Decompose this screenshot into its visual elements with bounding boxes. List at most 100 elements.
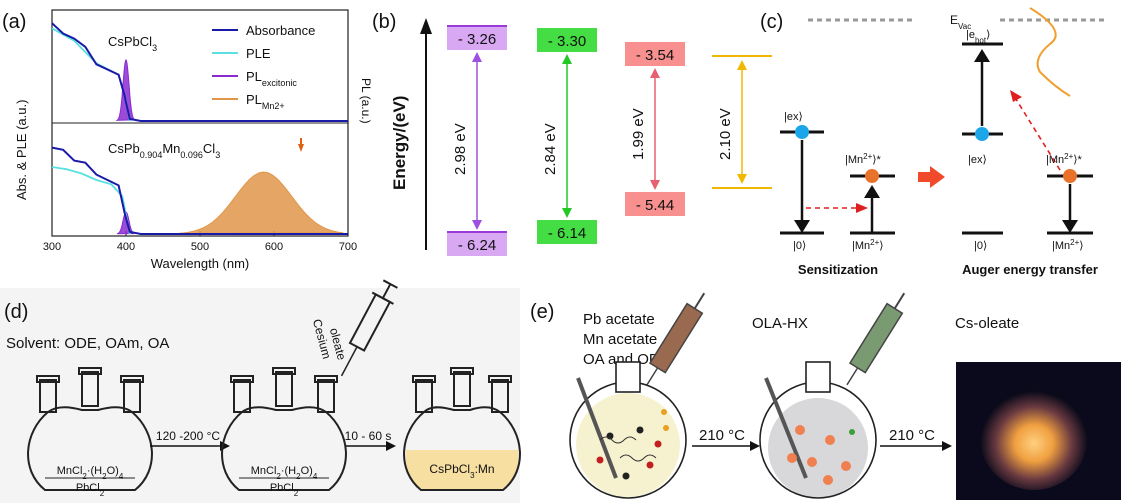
- particles-e1: [596, 409, 669, 480]
- mn-star-label-right: |Mn2+⟩*: [1046, 152, 1083, 167]
- flask-1-line2: PbCl2: [76, 482, 105, 498]
- thermocouple-e1: [576, 377, 618, 479]
- flask-2: [221, 367, 347, 491]
- syringe-e2: [846, 292, 906, 386]
- flask-1: [27, 367, 153, 491]
- band-bottom-value-2: - 6.14: [548, 225, 586, 242]
- mn-decay-arrow-right: [1062, 220, 1078, 233]
- step-2-label: 10 - 60 s: [345, 429, 392, 443]
- band-column-3: - 3.54 - 5.44 1.99 eV: [625, 42, 685, 216]
- particles-e2: [787, 425, 855, 485]
- x-tick-label-300: 300: [43, 241, 61, 253]
- mn-ground-label-left: |Mn2+⟩: [852, 238, 884, 253]
- exciton-dot-right: [975, 127, 989, 141]
- flask-1-line1: MnCl2·(H2O)4: [57, 465, 124, 481]
- top-pl-excitonic-peak: [115, 59, 136, 121]
- panel-b: (b) Energy/(eV) - 3.26 - 6.24 2.98 eV - …: [372, 11, 772, 256]
- panel-a-ylabel: Abs. & PLE (a.u.): [14, 100, 29, 200]
- bottom-absorbance-curve: [51, 146, 348, 235]
- flask-2-line1: MnCl2·(H2O)4: [251, 465, 318, 481]
- ground-label-right: |0⟩: [974, 240, 987, 252]
- hot-electron-distribution: [1029, 7, 1071, 97]
- ground-label-left: |0⟩: [793, 240, 806, 252]
- panel-label-b: (b): [372, 11, 396, 33]
- mn-dot-right: [1063, 169, 1077, 183]
- legend-pl-mn: PLMn2+: [246, 92, 285, 111]
- band-top-box-1: [447, 26, 507, 50]
- ex-label-left: |ex⟩: [784, 111, 803, 123]
- step-1-label: 120 -200 °C: [156, 429, 221, 443]
- panel-a: (a) Abs. & PLE (a.u.) PL (a.u.) 300 400 50…: [2, 9, 373, 271]
- x-tick-label-500: 500: [191, 241, 209, 253]
- top-absorbance-curve: [51, 22, 348, 122]
- transition-arrow: [918, 166, 945, 188]
- auger-transfer-arrow: [1013, 95, 1061, 171]
- legend-pl-excitonic: PLexcitonic: [246, 69, 297, 88]
- ehot-excite-arrow: [974, 49, 990, 62]
- energy-axis-arrow: [420, 18, 432, 34]
- ex-decay-arrow-left: [794, 220, 810, 233]
- temp-2: 210 °C: [889, 427, 935, 444]
- panel-c: (c) EVac |ex⟩ |0⟩ |Mn2+⟩* |Mn2+⟩ Sensiti…: [760, 7, 1106, 277]
- panel-d: (d) Solvent: ODE, OAm, OA MnCl2·(H2O)4 P…: [0, 279, 521, 503]
- x-tick-label-600: 600: [265, 241, 283, 253]
- flask-3-label: CsPbCl3:Mn: [429, 462, 494, 480]
- panel-a-legend: Absorbance PLE PLexcitonic PLMn2+: [212, 23, 315, 111]
- band-bottom-box-2: [537, 220, 597, 244]
- band-top-box-2: [537, 28, 597, 52]
- flask-3-liquid: [405, 450, 519, 490]
- band-bottom-value-3: - 5.44: [636, 197, 674, 214]
- band-top-box-3: [625, 42, 685, 66]
- band-top-value-1: - 3.26: [458, 31, 496, 48]
- flask-2-line2: PbCl2: [270, 482, 299, 498]
- top-sample-label: CsPbCl3: [108, 34, 157, 53]
- caption-auger: Auger energy transfer: [962, 262, 1098, 277]
- thermocouple-e2: [764, 377, 808, 479]
- band-bottom-value-1: - 6.24: [458, 237, 496, 254]
- panel-a-ylabel-right: PL (a.u.): [359, 78, 373, 124]
- mn-peak-arrow: [298, 144, 304, 152]
- panel-label-c: (c): [760, 11, 783, 33]
- reagent-3: OA and ODE: [583, 351, 670, 368]
- ex-label-right: |ex⟩: [968, 154, 987, 166]
- band-column-2: - 3.30 - 6.14 2.84 eV: [537, 28, 597, 244]
- flask-e1-liquid: [576, 393, 680, 497]
- syringe-e1: [646, 292, 706, 386]
- glowing-flask: [980, 386, 1088, 490]
- mn-ground-label-right: |Mn2+⟩: [1052, 238, 1084, 253]
- band-top-value-3: - 3.54: [636, 47, 674, 64]
- panel-e: (e) Pb acetate Mn acetate OA and ODE OLA…: [530, 292, 1121, 500]
- mn-excite-arrow-left: [864, 185, 880, 198]
- ehot-label: |ehot⟩: [966, 29, 990, 45]
- panel-label-a: (a): [2, 11, 26, 33]
- cs-oleate-label: Cs-oleate: [955, 315, 1019, 332]
- temp-1: 210 °C: [699, 427, 745, 444]
- panel-a-xlabel: Wavelength (nm): [151, 256, 250, 271]
- bottom-ple-curve: [51, 166, 131, 235]
- mn-star-label-left: |Mn2+⟩*: [845, 152, 882, 167]
- gap-label-4: 2.10 eV: [717, 108, 734, 160]
- mn-dot-left: [865, 169, 879, 183]
- cesium-oleate-syringe: [340, 279, 398, 377]
- bottom-pl-mn-peak: [179, 171, 344, 234]
- flask-e2-liquid: [768, 398, 868, 498]
- flask-e1: [569, 361, 687, 499]
- evac-label: EVac: [950, 13, 971, 31]
- solvent-label: Solvent: ODE, OAm, OA: [6, 335, 169, 352]
- flask-3: [403, 367, 521, 491]
- band-bottom-box-1: [447, 232, 507, 256]
- x-tick-label-700: 700: [339, 241, 357, 253]
- bottom-sample-label: CsPb0.904Mn0.096Cl3: [108, 141, 220, 160]
- band-column-1: - 3.26 - 6.24 2.98 eV: [447, 25, 507, 256]
- x-tick-label-400: 400: [117, 241, 135, 253]
- gap-label-2: 2.84 eV: [542, 123, 559, 175]
- band-column-4: 2.10 eV: [712, 55, 772, 189]
- caption-sensitization: Sensitization: [798, 262, 878, 277]
- panel-label-e: (e): [530, 301, 554, 323]
- exciton-dot-left: [795, 125, 809, 139]
- reagent-2: Mn acetate: [583, 331, 657, 348]
- gap-label-3: 1.99 eV: [630, 108, 647, 160]
- panel-label-d: (d): [4, 301, 28, 323]
- gap-label-1: 2.98 eV: [452, 123, 469, 175]
